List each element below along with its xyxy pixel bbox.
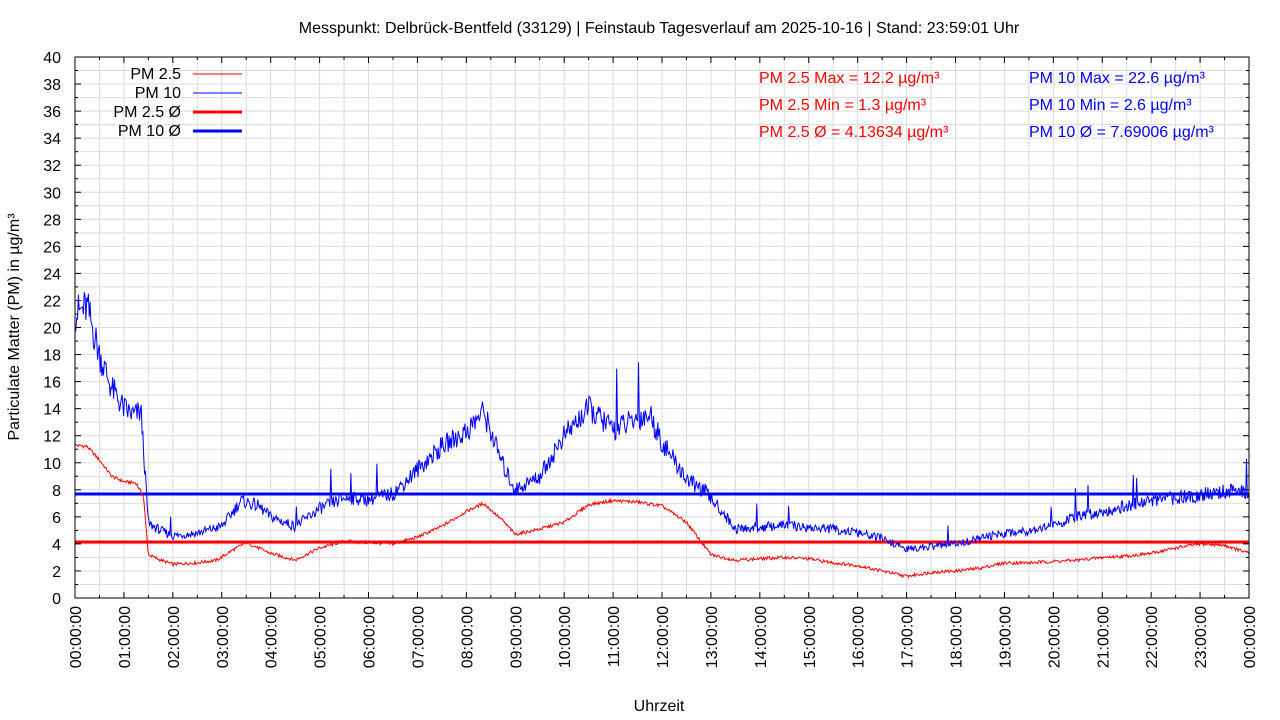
average-lines	[75, 492, 1249, 544]
x-axis-label: Uhrzeit	[634, 698, 685, 715]
x-tick-label: 08:00:00	[459, 606, 476, 668]
legend-label-pm25: PM 2.5	[130, 66, 181, 83]
pm10-stat: PM 10 Max = 22.6 µg/m³	[1029, 70, 1206, 87]
pm10-stat: PM 10 Ø = 7.69006 µg/m³	[1029, 124, 1215, 141]
x-tick-label: 18:00:00	[949, 606, 966, 668]
y-tick-label: 0	[52, 591, 61, 608]
series-line-pm10	[74, 292, 1250, 553]
x-tick-label: 00:00:00	[68, 606, 85, 668]
x-tick-label: 16:00:00	[851, 606, 868, 668]
x-tick-label: 22:00:00	[1144, 606, 1161, 668]
series-lines	[74, 292, 1250, 579]
y-tick-label: 38	[43, 77, 61, 94]
x-tick-label: 23:00:00	[1193, 606, 1210, 668]
x-tick-label: 10:00:00	[557, 606, 574, 668]
x-tick-label: 00:00:00	[1242, 606, 1259, 668]
y-tick-label: 2	[52, 564, 61, 581]
y-tick-label: 34	[43, 131, 61, 148]
x-tick-label: 19:00:00	[997, 606, 1014, 668]
chart-title: Messpunkt: Delbrück-Bentfeld (33129) | F…	[299, 20, 1020, 37]
y-tick-label: 24	[43, 266, 61, 283]
legend-label-pm10: PM 10	[135, 85, 181, 102]
legend-label-pm25-avg: PM 2.5 Ø	[113, 104, 181, 121]
x-tick-label: 09:00:00	[508, 606, 525, 668]
x-tick-label: 12:00:00	[655, 606, 672, 668]
y-tick-label: 18	[43, 348, 61, 365]
y-tick-label: 14	[43, 402, 61, 419]
y-tick-label: 12	[43, 429, 61, 446]
legend: PM 2.5 PM 10 PM 2.5 Ø PM 10 Ø	[113, 66, 242, 140]
x-tick-label: 01:00:00	[117, 606, 134, 668]
y-tick-label: 30	[43, 185, 61, 202]
series-line-pm25	[74, 443, 1250, 579]
y-tick-label: 8	[52, 483, 61, 500]
x-tick-label: 21:00:00	[1095, 606, 1112, 668]
x-tick-label: 07:00:00	[410, 606, 427, 668]
pm25-stat: PM 2.5 Min = 1.3 µg/m³	[759, 97, 927, 114]
x-tick-label: 06:00:00	[362, 606, 379, 668]
x-tick-label: 03:00:00	[215, 606, 232, 668]
y-tick-label: 20	[43, 321, 61, 338]
x-tick-label: 13:00:00	[704, 606, 721, 668]
x-tick-label: 05:00:00	[313, 606, 330, 668]
y-tick-label: 32	[43, 158, 61, 175]
y-tick-label: 40	[43, 50, 61, 67]
x-tick-label: 02:00:00	[166, 606, 183, 668]
x-tick-label: 14:00:00	[753, 606, 770, 668]
y-tick-label: 16	[43, 375, 61, 392]
stats-annotations: PM 2.5 Max = 12.2 µg/m³ PM 2.5 Min = 1.3 …	[759, 70, 1215, 141]
pm25-stat: PM 2.5 Max = 12.2 µg/m³	[759, 70, 940, 87]
x-tick-label: 11:00:00	[606, 606, 623, 667]
x-tick-label: 15:00:00	[802, 606, 819, 668]
y-tick-label: 26	[43, 239, 61, 256]
y-tick-label: 4	[52, 537, 61, 554]
y-tick-label: 36	[43, 104, 61, 121]
y-axis-label: Particulate Matter (PM) in µg/m³	[6, 213, 23, 441]
legend-label-pm10-avg: PM 10 Ø	[118, 123, 181, 140]
x-tick-label: 04:00:00	[264, 606, 281, 668]
y-tick-label: 22	[43, 293, 61, 310]
pm25-stat: PM 2.5 Ø = 4.13634 µg/m³	[759, 124, 949, 141]
axis-ticks: 024681012141618202224262830323436384000:…	[43, 50, 1259, 668]
grid	[74, 56, 1250, 599]
y-tick-label: 10	[43, 456, 61, 473]
y-tick-label: 28	[43, 212, 61, 229]
x-tick-label: 17:00:00	[900, 606, 917, 668]
x-tick-label: 20:00:00	[1046, 606, 1063, 668]
pm10-stat: PM 10 Min = 2.6 µg/m³	[1029, 97, 1192, 114]
y-tick-label: 6	[52, 510, 61, 527]
